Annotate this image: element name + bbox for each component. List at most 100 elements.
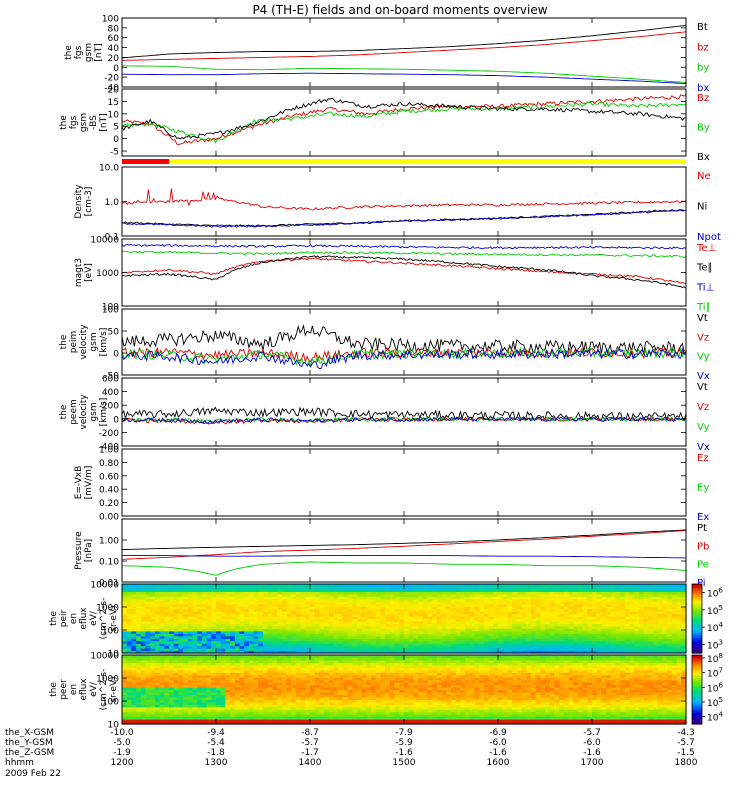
y-tick-label: -20 — [104, 74, 119, 84]
panel-frame — [122, 167, 686, 236]
legend-label: Ne — [697, 171, 711, 182]
legend-label: Bx — [697, 152, 710, 163]
series-line-Te∥ — [122, 256, 686, 289]
series-line-Pi — [122, 556, 686, 558]
series-line-bz — [122, 32, 686, 61]
y-tick-label: 0 — [113, 64, 119, 74]
y-axis-label: E=-VxB[mV/m] — [74, 466, 94, 500]
series-line-Bx — [122, 98, 686, 139]
colorbar-tick-label: 106 — [707, 587, 723, 600]
y-tick-label: 60 — [108, 34, 120, 44]
y-axis-label-line: en — [69, 613, 79, 624]
y-tick-label: -5 — [110, 148, 119, 158]
y-tick-label: 0 — [113, 350, 119, 360]
y-axis-label: Density[cm-3] — [74, 184, 94, 219]
colorbar-tick-label: 104 — [707, 621, 723, 634]
legend-label: Te⊥ — [696, 243, 716, 254]
panel-frame — [122, 309, 686, 375]
legend-label: Vt — [697, 382, 708, 393]
y-axis-label-line: eflux — [79, 607, 89, 630]
spectrogram-cells — [122, 655, 687, 725]
y-axis-label-line: the — [59, 115, 69, 130]
y-tick-label: 0.10 — [99, 558, 119, 568]
legend-label: Ni — [697, 202, 707, 213]
y-axis-label-line: [mV/m] — [84, 466, 94, 500]
series-line-Ni — [122, 210, 686, 227]
y-tick-label: 15 — [108, 98, 119, 108]
y-axis-label-line: peem — [69, 399, 79, 425]
y-axis-label: thepeimvelocitygsm[km/s] — [59, 324, 109, 360]
legend-label: Pb — [697, 541, 709, 552]
y-tick-label: 400 — [102, 388, 119, 398]
y-tick-label: 600 — [102, 375, 119, 385]
y-axis-label-line: Pressure — [74, 531, 84, 570]
legend-label: Pt — [697, 523, 707, 534]
plot-title: P4 (TH-E) fields and on-board moments ov… — [252, 3, 547, 17]
colorbar-tick-label: 105 — [707, 604, 723, 617]
y-tick-label: 0.20 — [99, 499, 119, 509]
y-axis-label-line: -BS — [89, 115, 99, 130]
y-axis-label-line: fgs — [69, 115, 79, 129]
y-tick-label: 10.0 — [99, 164, 119, 174]
y-tick-label: 0.40 — [99, 486, 119, 496]
series-line-Bt — [122, 25, 686, 58]
colorbar-tick-exponent: 6 — [718, 587, 723, 595]
y-axis-label-line: the — [59, 334, 69, 349]
legend-label: Vx — [697, 371, 710, 382]
colorbar-tick-exponent: 4 — [718, 621, 723, 629]
panel-frame — [122, 449, 686, 516]
y-axis-label-line: fgs — [74, 45, 84, 59]
y-tick-label: 0.60 — [99, 472, 119, 482]
y-axis-label-line: peir — [59, 609, 69, 627]
panel-frame — [122, 239, 686, 306]
y-axis-label-line: gsm — [79, 113, 89, 132]
panel-efield: E=-VxB[mV/m]EzEyEx1.000.800.600.400.200.… — [74, 446, 709, 524]
panel-vel-e: thepeemvelocitygsm[km/s]VtVzVyVx60040020… — [59, 375, 710, 454]
y-axis-label-line: en — [69, 684, 79, 695]
y-tick-label: 100 — [102, 306, 119, 316]
legend-label: Te∥ — [696, 263, 713, 274]
colorbar-tick-base: 10 — [707, 590, 719, 600]
panel-frame — [122, 89, 686, 156]
legend-label: bz — [697, 42, 709, 53]
legend-label: by — [697, 63, 709, 74]
y-tick-label: 5 — [113, 123, 119, 133]
series-line-Pe — [122, 562, 686, 575]
series-line-bx — [122, 73, 686, 83]
colorbar-tick-exponent: 3 — [718, 638, 722, 646]
legend-label: Ez — [697, 453, 709, 464]
y-axis-label: Pressure[nPa] — [74, 531, 94, 570]
y-axis-label-line: [eV] — [84, 263, 94, 282]
y-tick-label: 1000 — [96, 604, 119, 614]
y-tick-label: 10000 — [90, 236, 119, 246]
y-tick-label: 40 — [108, 44, 120, 54]
y-axis-label-line: peim — [69, 331, 79, 354]
y-axis-label-line: peer — [59, 679, 69, 700]
y-axis-label-line: gsm — [84, 43, 94, 62]
y-axis-label: magt3[eV] — [74, 258, 94, 287]
y-tick-label: 20 — [108, 54, 120, 64]
y-axis-label-line: Density — [74, 184, 84, 219]
panel-frame — [122, 378, 686, 446]
y-tick-label: 0.80 — [99, 459, 119, 469]
legend-label: Vz — [697, 332, 709, 343]
colorbar-tick-exponent: 5 — [718, 604, 722, 612]
y-tick-label: 0 — [113, 135, 119, 145]
y-axis-label-line: the — [49, 682, 59, 697]
y-tick-label: 1.00 — [99, 537, 119, 547]
y-axis-label-line: the — [49, 611, 59, 626]
y-axis-label-line: eflux — [79, 678, 89, 701]
y-axis-label-line: velocity — [79, 324, 89, 360]
y-axis-label-line: gsm — [89, 402, 99, 421]
colorbar-tick-base: 10 — [707, 641, 719, 651]
legend-label: Ti⊥ — [696, 282, 714, 293]
y-axis-label-line: E=-VxB — [74, 466, 84, 500]
y-tick-label: 0 — [113, 415, 119, 425]
legend-label: Bt — [697, 22, 708, 33]
